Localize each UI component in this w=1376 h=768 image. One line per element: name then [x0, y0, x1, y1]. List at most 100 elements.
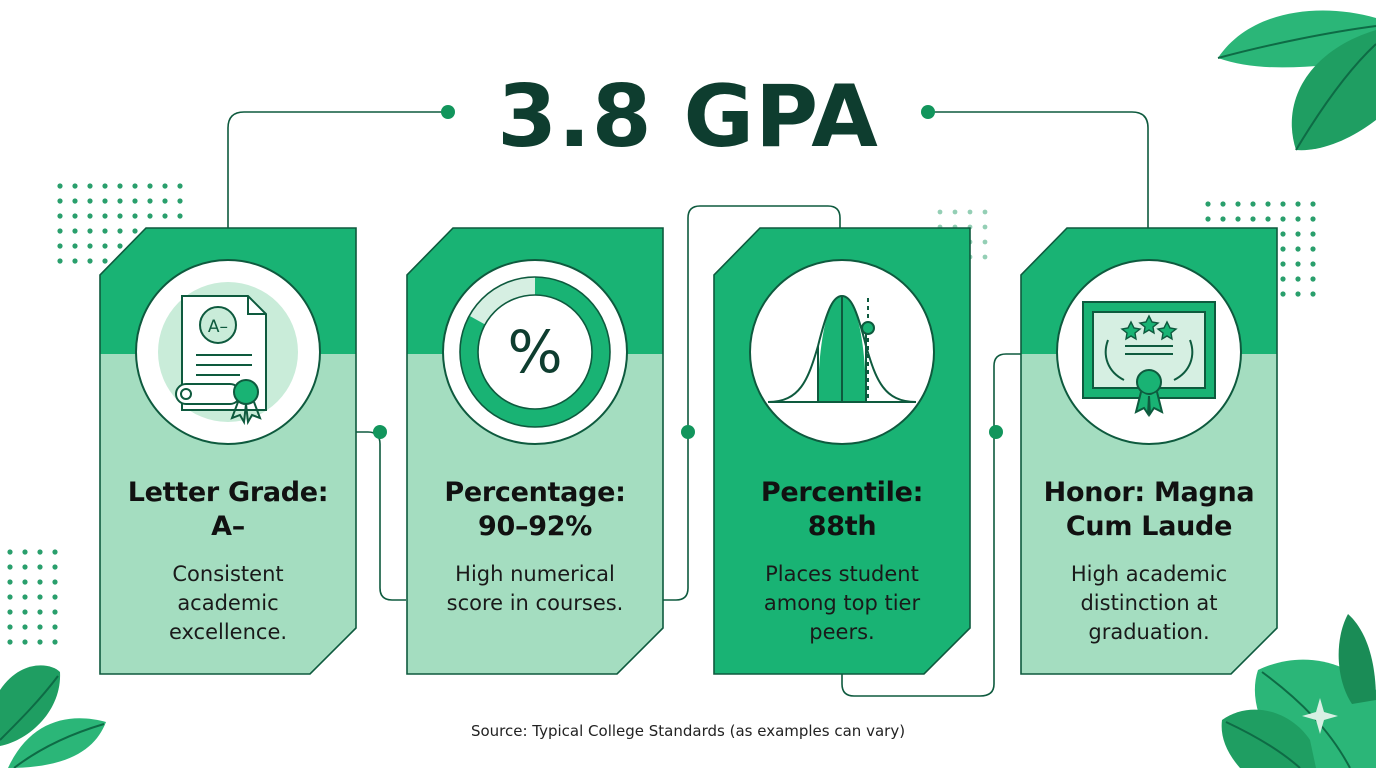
decor-dot [102, 198, 108, 204]
decor-dot [132, 228, 138, 234]
card-description: Consistent academic excellence. [168, 562, 288, 644]
decor-dot [1220, 201, 1226, 207]
decor-dot [102, 213, 108, 219]
decor-dot [1280, 246, 1286, 252]
decor-dot [1205, 201, 1211, 207]
decor-dot [1295, 276, 1301, 282]
decor-dot [952, 209, 958, 215]
decor-dot [117, 198, 123, 204]
decor-dot [7, 564, 13, 570]
decor-dot [87, 183, 93, 189]
decor-dot [72, 213, 78, 219]
decor-dot [57, 243, 63, 249]
decor-dot [87, 258, 93, 264]
leaf-top-right-icon [1217, 10, 1376, 151]
decor-dot [982, 239, 988, 245]
decor-dot [117, 228, 123, 234]
decor-dot [1295, 216, 1301, 222]
decor-dot [982, 254, 988, 260]
connector-dots [373, 105, 1003, 439]
decor-dot [1310, 276, 1316, 282]
decor-dot [147, 198, 153, 204]
decor-dot [52, 579, 58, 585]
decor-dot [1250, 216, 1256, 222]
decor-dot [7, 639, 13, 645]
decor-dot [1295, 261, 1301, 267]
card-title: Percentage: 90–92% [444, 477, 626, 542]
decor-dot [52, 639, 58, 645]
card-percentile-text: Percentile: 88th Places student among to… [717, 476, 967, 647]
decor-dot [72, 183, 78, 189]
decor-dot [87, 198, 93, 204]
decor-dot [52, 594, 58, 600]
decor-dot [37, 624, 43, 630]
decor-dot [37, 594, 43, 600]
diploma-certificate-icon [1082, 301, 1216, 418]
decor-dot [22, 609, 28, 615]
decor-dot [22, 579, 28, 585]
decor-dot [7, 594, 13, 600]
decor-dot [72, 228, 78, 234]
leaf-bottom-left-icon [0, 665, 106, 768]
percent-ring-icon: % [459, 276, 611, 428]
decor-dot [1280, 276, 1286, 282]
decor-dot [1205, 216, 1211, 222]
decor-dot [132, 183, 138, 189]
card-honor [1020, 227, 1278, 675]
decor-dot [1280, 261, 1286, 267]
decor-dot [982, 209, 988, 215]
card-title: Honor: Magna Cum Laude [1043, 477, 1255, 542]
card-title: Percentile: 88th [760, 477, 924, 542]
decor-dot [22, 549, 28, 555]
decor-dot [57, 258, 63, 264]
decor-dot [162, 198, 168, 204]
decor-dot [982, 224, 988, 230]
decor-dot [117, 183, 123, 189]
decor-dot [52, 609, 58, 615]
decor-dot [1235, 216, 1241, 222]
decor-dot [1310, 216, 1316, 222]
svg-text:A–: A– [208, 317, 228, 337]
decor-dot [22, 639, 28, 645]
decor-dot [147, 213, 153, 219]
decor-dot [1295, 231, 1301, 237]
decor-dot [937, 209, 943, 215]
decor-dot [52, 549, 58, 555]
decor-dot [7, 549, 13, 555]
card-percentage: % [406, 227, 664, 675]
card-title: Letter Grade: A– [127, 477, 329, 542]
decor-dot [1280, 231, 1286, 237]
decor-dot [162, 183, 168, 189]
decor-dot [1295, 201, 1301, 207]
decor-dot [57, 183, 63, 189]
grade-document-icon: A– [158, 282, 298, 426]
decor-dot [57, 198, 63, 204]
decor-dot [1280, 201, 1286, 207]
card-percentile [713, 227, 971, 675]
decor-dot [102, 183, 108, 189]
decor-dot [52, 564, 58, 570]
decor-dot [57, 228, 63, 234]
decor-dot [102, 228, 108, 234]
card-percentage-text: Percentage: 90–92% High numerical score … [410, 476, 660, 618]
card-description: Places student among top tier peers. [763, 562, 921, 644]
card-description: High academic distinction at graduation. [1070, 562, 1228, 644]
decor-dot [22, 564, 28, 570]
decor-dot [87, 213, 93, 219]
decor-dot [1250, 201, 1256, 207]
decor-dot [57, 213, 63, 219]
decor-dot [37, 609, 43, 615]
decor-dot [1265, 201, 1271, 207]
card-description: High numerical score in courses. [446, 562, 624, 615]
bell-curve-icon [767, 294, 917, 403]
decor-dot [37, 579, 43, 585]
decor-dot [7, 609, 13, 615]
decor-dot [87, 243, 93, 249]
card-letter-grade-text: Letter Grade: A– Consistent academic exc… [103, 476, 353, 647]
decor-dot [132, 198, 138, 204]
decor-dot [7, 579, 13, 585]
decor-dot [1280, 216, 1286, 222]
leaf-bottom-right-icon [1221, 614, 1376, 768]
decor-dot [1235, 201, 1241, 207]
